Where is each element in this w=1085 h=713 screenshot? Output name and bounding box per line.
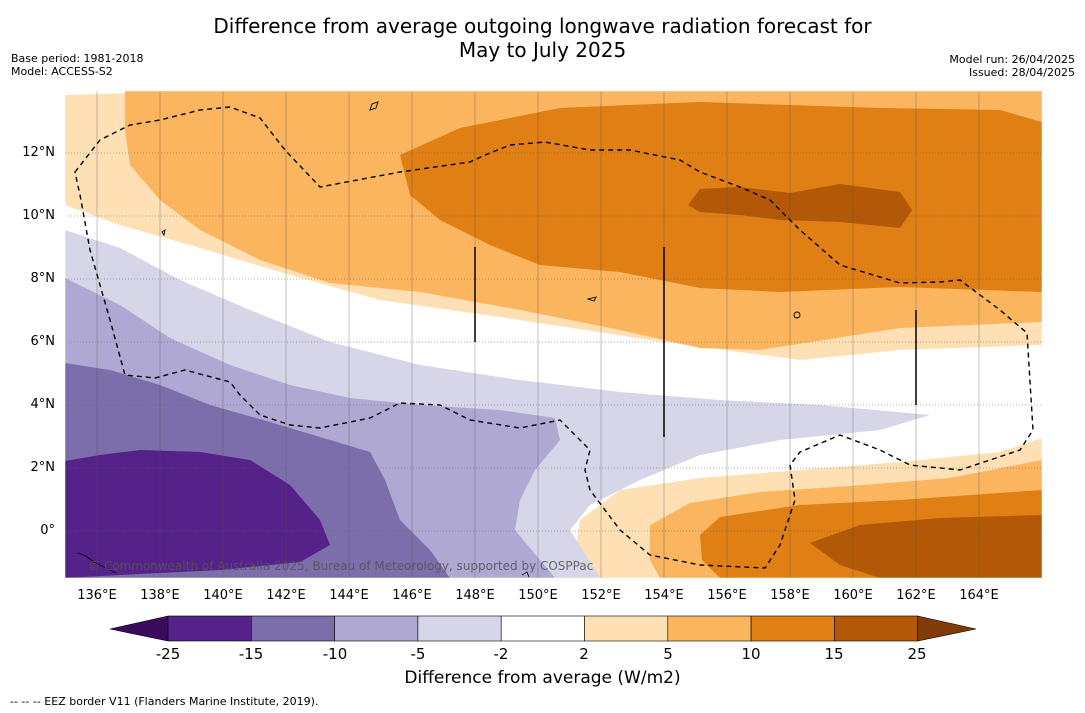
chart-title: Difference from average outgoing longwav… — [0, 14, 1085, 62]
lat-label: 12°N — [22, 145, 55, 160]
colorbar-swatch — [834, 615, 919, 642]
colorbar-tick-label: -10 — [322, 645, 348, 663]
contour-field — [65, 91, 1042, 578]
model-run-text: Model run: 26/04/2025 — [949, 53, 1075, 66]
model-text: Model: ACCESS-S2 — [11, 65, 113, 78]
contour-dark-purple — [65, 450, 330, 578]
colorbar-tick-label: 10 — [741, 645, 761, 663]
colorbar-swatch — [167, 615, 252, 642]
lon-label: 136°E — [77, 588, 117, 603]
lat-label: 2°N — [30, 460, 56, 475]
islands — [77, 101, 801, 578]
title-line-1: Difference from average outgoing longwav… — [213, 14, 872, 38]
meta-left: Base period: 1981-2018 Model: ACCESS-S2 — [11, 52, 143, 78]
lon-label: 160°E — [833, 588, 873, 603]
colorbar-extend-low — [109, 615, 169, 642]
colorbar-swatch — [750, 615, 835, 642]
lon-label: 138°E — [140, 588, 180, 603]
colorbar-title: Difference from average (W/m2) — [404, 668, 681, 688]
colorbar-swatch — [251, 615, 335, 642]
colorbar-tick-label: -15 — [238, 645, 264, 663]
colorbar-tick-label: 15 — [824, 645, 844, 663]
lat-label: 10°N — [22, 208, 55, 223]
base-period-text: Base period: 1981-2018 — [11, 52, 144, 65]
lon-label: 146°E — [392, 588, 432, 603]
footnote-text: -- -- -- EEZ border V11 (Flanders Marine… — [10, 695, 319, 708]
lon-label: 156°E — [707, 588, 747, 603]
colorbar-tick-label: 2 — [579, 645, 589, 663]
lon-label: 148°E — [455, 588, 495, 603]
lon-label: 140°E — [203, 588, 243, 603]
colorbar-swatch — [334, 615, 419, 642]
eez-border — [74, 106, 1034, 569]
contour-darkest-orange-north — [688, 184, 912, 228]
lat-label: 8°N — [30, 271, 56, 286]
meta-right: Model run: 26/04/2025 Issued: 28/04/2025 — [949, 53, 1075, 79]
lat-label: 4°N — [30, 397, 56, 412]
gridlines — [65, 152, 1042, 532]
colorbar-swatch — [667, 615, 752, 642]
lon-label: 158°E — [770, 588, 810, 603]
lon-label: 164°E — [959, 588, 999, 603]
colorbar-tick-label: -5 — [410, 645, 426, 663]
lon-label: 154°E — [644, 588, 684, 603]
colorbar-tick-label: 25 — [907, 645, 927, 663]
issued-text: Issued: 28/04/2025 — [968, 66, 1075, 79]
colorbar-tick-label: 5 — [663, 645, 673, 663]
colorbar-extend-high — [917, 615, 977, 642]
title-line-2: May to July 2025 — [458, 38, 627, 62]
copyright-text: © Commonwealth of Australia 2025, Bureau… — [88, 559, 594, 573]
colorbar-swatch — [584, 615, 669, 642]
lon-label: 150°E — [518, 588, 558, 603]
colorbar-swatch — [417, 615, 502, 642]
boundary-lines — [474, 247, 917, 437]
lat-label: 0° — [40, 523, 55, 538]
colorbar — [109, 615, 977, 642]
colorbar-tick-label: -25 — [155, 645, 181, 663]
lon-label: 162°E — [896, 588, 936, 603]
lon-label: 152°E — [581, 588, 621, 603]
lon-label: 142°E — [266, 588, 306, 603]
lon-label: 144°E — [329, 588, 369, 603]
lat-label: 6°N — [30, 334, 56, 349]
colorbar-swatch — [500, 615, 585, 642]
colorbar-tick-label: -2 — [493, 645, 509, 663]
